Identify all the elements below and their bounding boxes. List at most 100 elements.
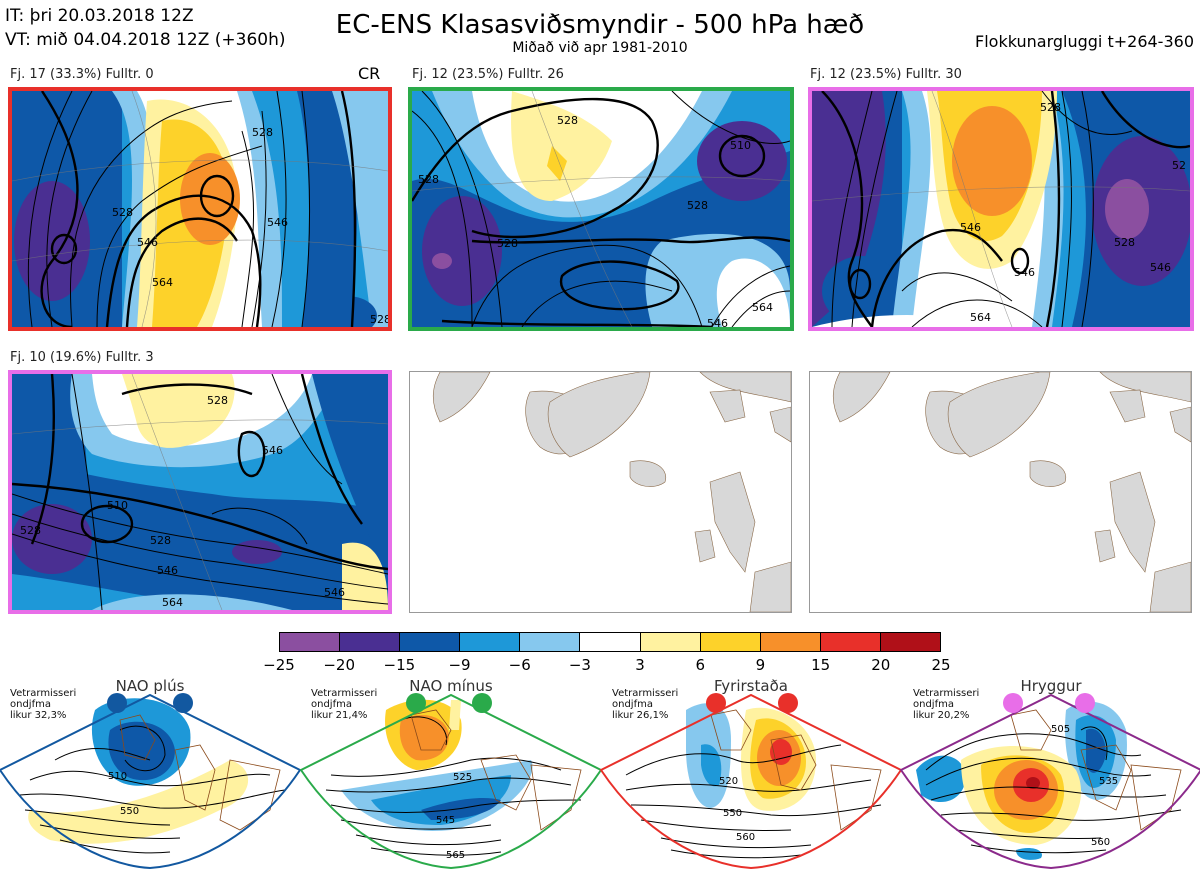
panel-4-contour-label: 528: [20, 524, 41, 537]
colorbar-tick-label: 25: [931, 656, 951, 674]
cluster-map-4: 528 546 510 528 546 546 564 528: [8, 370, 392, 614]
panel-4-contour-label: 528: [207, 394, 228, 407]
colorbar-tick-label: −25: [263, 656, 295, 674]
panel-2-label: Fj. 12 (23.5%) Fulltr. 26: [412, 67, 564, 82]
colorbar-swatch: [340, 633, 401, 651]
regime-4-note: Vetrarmisseri ondjfma likur 20,2%: [913, 688, 980, 721]
colorbar-tick-label: −20: [323, 656, 355, 674]
colorbar-tick-label: 9: [755, 656, 766, 674]
regime-3-title: Fyrirstaða: [714, 677, 788, 695]
regime-1-dot-right: [173, 693, 193, 713]
empty-map-6: [809, 371, 1192, 613]
colorbar-swatch: [700, 633, 761, 651]
panel-2-contour-label: 528: [687, 199, 708, 212]
panel-3-contour-label: 564: [970, 311, 991, 324]
regime-2-dot-right: [472, 693, 492, 713]
colorbar-swatch: [400, 633, 461, 651]
regime-4-contour-label: 560: [1091, 837, 1110, 848]
regime-3-note: Vetrarmisseri ondjfma likur 26,1%: [612, 688, 679, 721]
panel-4-contour-label: 564: [162, 596, 183, 609]
colorbar: [279, 632, 941, 652]
regime-2-contour-label: 565: [446, 850, 465, 861]
regime-4-contour-label: 535: [1099, 776, 1118, 787]
colorbar-tick-label: −3: [568, 656, 591, 674]
colorbar-tick-label: −6: [508, 656, 531, 674]
valid-time: VT: mið 04.04.2018 12Z (+360h): [5, 30, 286, 50]
regime-1-contour-label: 510: [108, 771, 127, 782]
colorbar-swatch: [640, 633, 701, 651]
regime-2-contour-label: 545: [436, 815, 455, 826]
panel-4-contour-label: 546: [324, 586, 345, 599]
colorbar-swatch: [880, 633, 941, 651]
colorbar-tick-label: 3: [635, 656, 645, 674]
colorbar-tick-label: −15: [383, 656, 416, 674]
panel-4-label: Fj. 10 (19.6%) Fulltr. 3: [10, 350, 154, 365]
colorbar-swatch: [460, 633, 521, 651]
colorbar-swatch: [580, 633, 641, 651]
panel-3-label: Fj. 12 (23.5%) Fulltr. 30: [810, 67, 962, 82]
regime-3-contour-label: 520: [719, 776, 738, 787]
panel-1-label: Fj. 17 (33.3%) Fulltr. 0: [10, 67, 154, 82]
colorbar-tick-label: −9: [448, 656, 471, 674]
classification-window: Flokkunargluggi t+264-360: [975, 32, 1194, 51]
panel-4-contour-label: 546: [262, 444, 283, 457]
regime-3-contour-label: 550: [723, 808, 742, 819]
panel-2-contour-label: 528: [418, 173, 439, 186]
panel-3-contour-label: 52: [1172, 159, 1186, 172]
panel-1-contour-label: 546: [267, 216, 288, 229]
panel-1-contour-label: 528: [112, 206, 133, 219]
panel-4-contour-label: 510: [107, 499, 128, 512]
regime-fans: 510 550 525 545 565: [0, 693, 1200, 870]
panel-1-contour-label: 546: [137, 236, 158, 249]
panel-3-contour-label: 546: [1150, 261, 1171, 274]
panel-3-contour-label: 546: [960, 221, 981, 234]
colorbar-swatch: [820, 633, 881, 651]
init-time: IT: þri 20.03.2018 12Z: [5, 6, 194, 26]
regime-2-note: Vetrarmisseri ondjfma likur 21,4%: [311, 688, 378, 721]
colorbar-swatch: [760, 633, 821, 651]
panel-2-contour-label: 528: [557, 114, 578, 127]
panel-2-contour-label: 564: [752, 301, 773, 314]
regime-4-dot-left: [1003, 693, 1023, 713]
panel-3-contour-label: 546: [1014, 266, 1035, 279]
regime-1-dot-left: [107, 693, 127, 713]
panel-4-contour-label: 546: [157, 564, 178, 577]
panel-2-contour-label: 528: [497, 237, 518, 250]
regime-map-nao-plus: 510 550: [0, 693, 302, 870]
cluster-map-2: 528 510 528 528 528 546 564: [408, 87, 794, 331]
regime-4-title: Hryggur: [1020, 677, 1082, 695]
panel-3-contour-label: 528: [1114, 236, 1135, 249]
panel-2-contour-label: 510: [730, 139, 751, 152]
regime-3-contour-label: 560: [736, 832, 755, 843]
regime-map-ridge: 505 535 560: [899, 693, 1200, 870]
colorbar-tick-label: 20: [871, 656, 891, 674]
colorbar-swatch: [520, 633, 581, 651]
regime-4-dot-right: [1075, 693, 1095, 713]
panel-2-contour-label: 546: [707, 317, 728, 327]
regime-map-nao-minus: 525 545 565: [299, 693, 603, 870]
regime-3-dot-left: [706, 693, 726, 713]
regime-4-contour-label: 505: [1051, 724, 1070, 735]
panel-1-tag: CR: [358, 64, 381, 83]
regime-3-dot-right: [778, 693, 798, 713]
regime-2-dot-left: [406, 693, 426, 713]
regime-1-note: Vetrarmisseri ondjfma likur 32,3%: [10, 688, 77, 721]
panel-1-contour-label: 528: [370, 313, 388, 326]
empty-map-5: [409, 371, 792, 613]
map-subtitle: Miðað við apr 1981-2010: [512, 40, 688, 56]
colorbar-tick-label: 15: [811, 656, 831, 674]
panel-3-contour-label: 528: [1040, 101, 1061, 114]
cluster-map-1: 528 546 528 564 546 528: [8, 87, 392, 331]
regime-map-blocking: 520 550 560: [599, 693, 903, 870]
cluster-map-3: 528 546 546 528 546 564 52: [808, 87, 1194, 331]
panel-1-contour-label: 528: [252, 126, 273, 139]
panel-1-contour-label: 564: [152, 276, 173, 289]
regime-2-contour-label: 525: [453, 772, 472, 783]
regime-1-contour-label: 550: [120, 806, 139, 817]
colorbar-tick-label: 6: [695, 656, 706, 674]
colorbar-swatch: [280, 633, 341, 651]
regime-1-title: NAO plús: [115, 677, 185, 695]
regime-2-title: NAO mínus: [409, 677, 493, 695]
map-title: EC-ENS Klasasviðsmyndir - 500 hPa hæð: [335, 10, 865, 40]
panel-4-contour-label: 528: [150, 534, 171, 547]
